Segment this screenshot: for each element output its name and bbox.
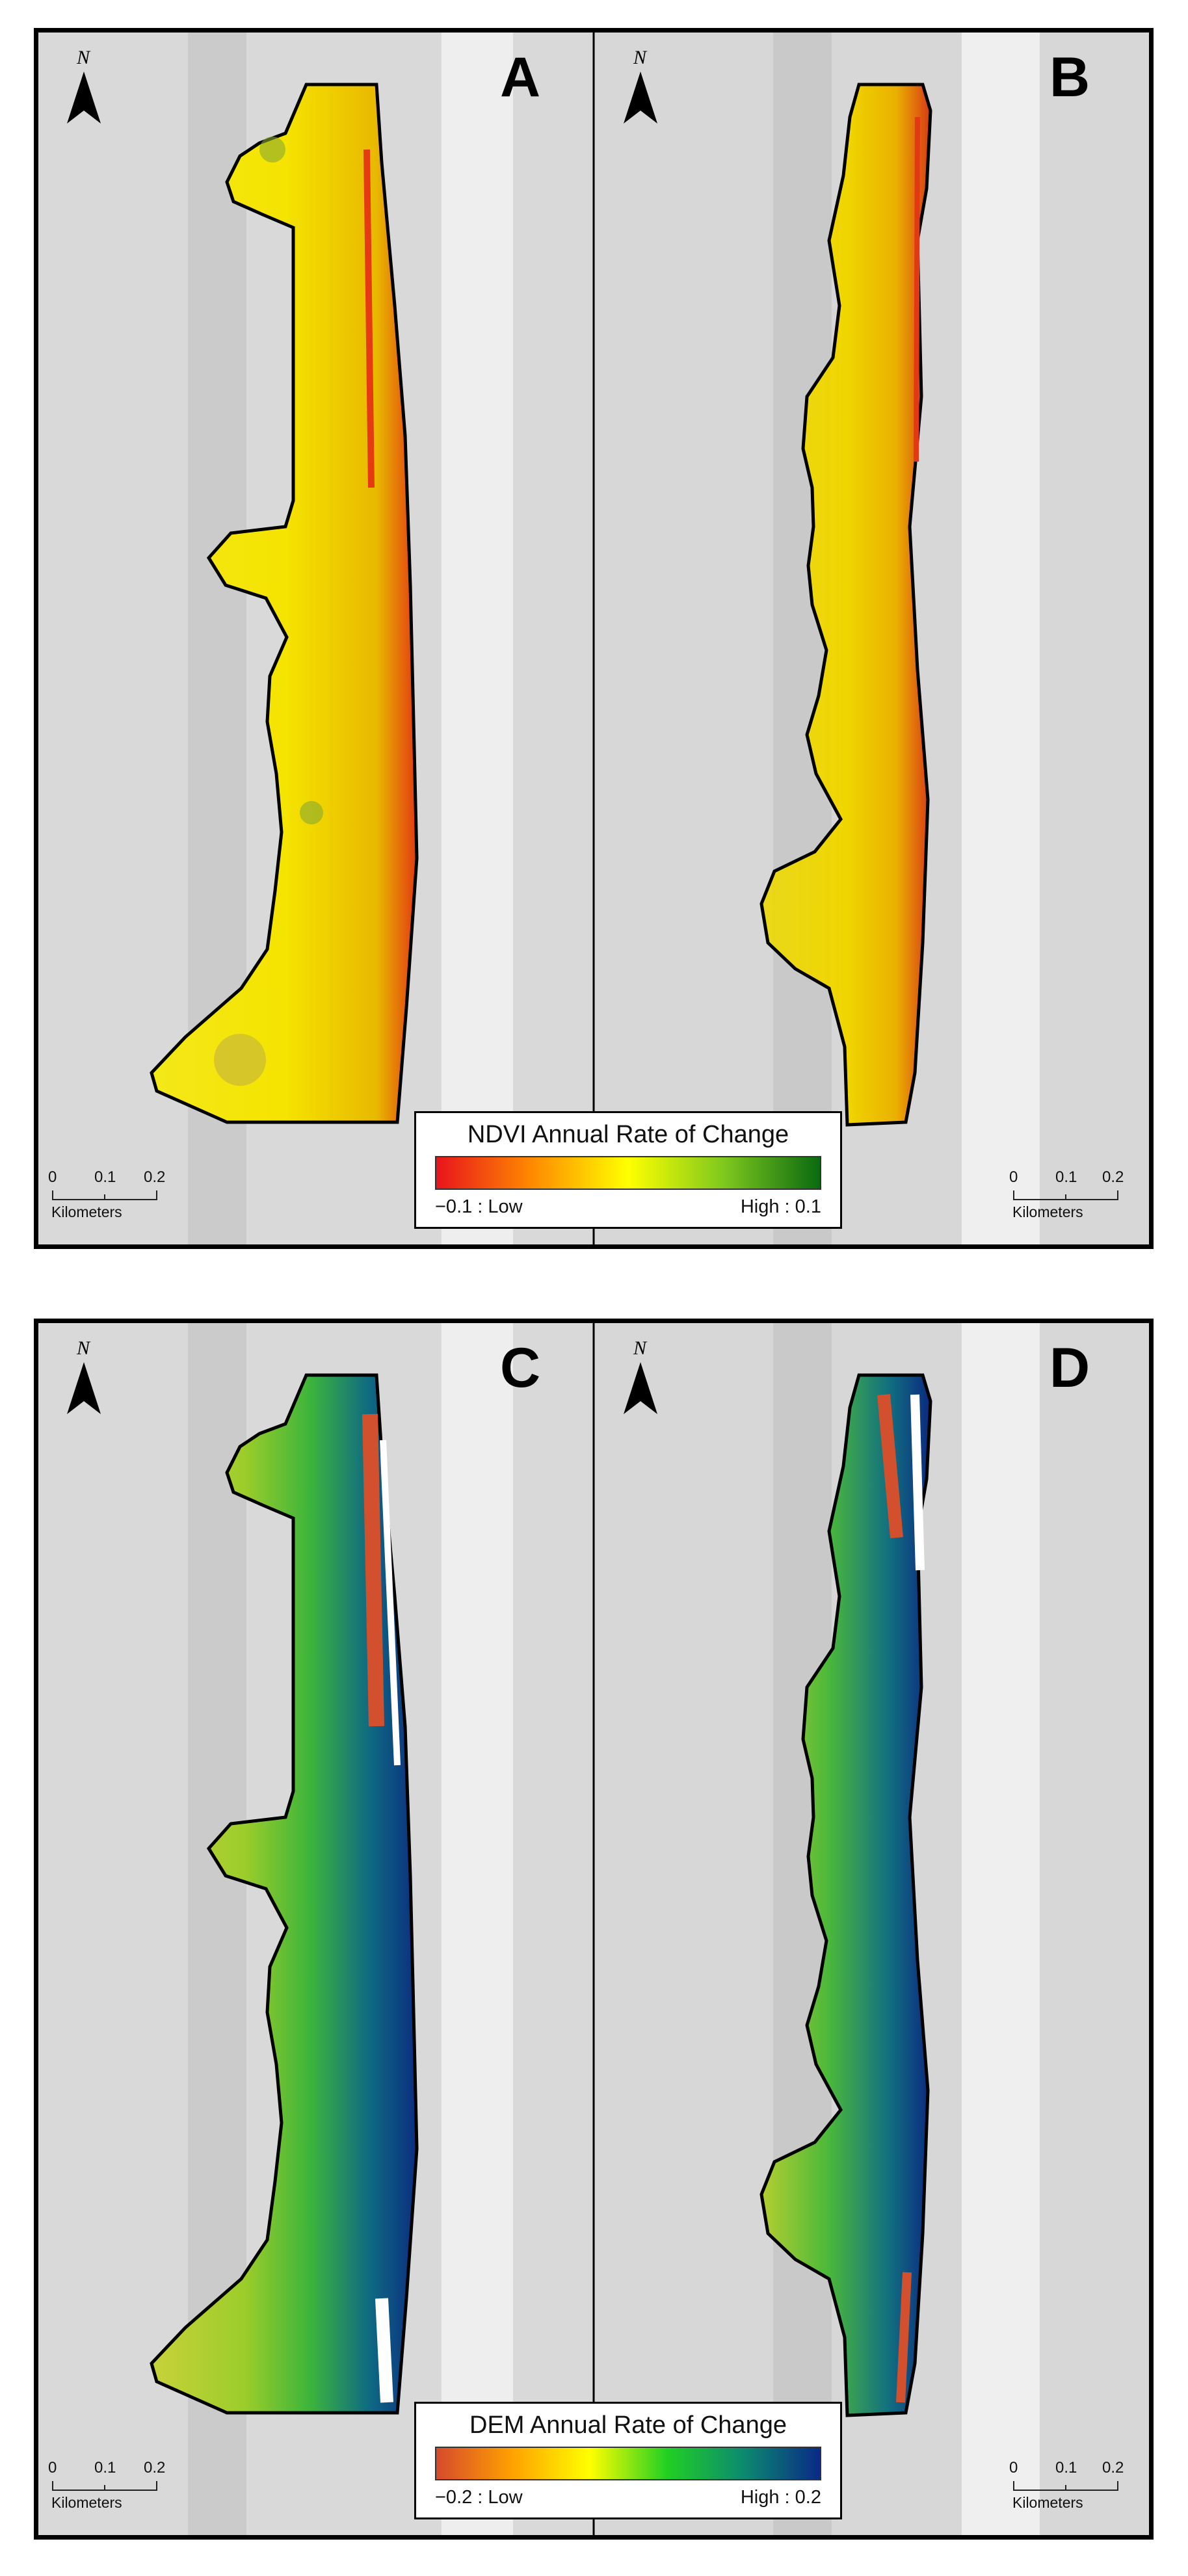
scale-bar-b: 0 0.1 0.2 Kilometers [1006, 1168, 1124, 1227]
legend-low-label: −0.2 : Low [435, 2487, 523, 2508]
scale-tick: 0.1 [94, 1168, 116, 1186]
scale-tick: 0 [48, 2459, 57, 2477]
erosion-band-c [362, 1413, 384, 1727]
panel-label-a: A [500, 46, 541, 109]
north-arrow-d: N [617, 1337, 663, 1421]
no-data-strip-d [910, 1394, 925, 1571]
scale-unit: Kilometers [1012, 2494, 1083, 2511]
scale-bar-c: 0 0.1 0.2 Kilometers [45, 2459, 165, 2517]
north-arrow-b: N [617, 47, 663, 130]
dem-figure: N N C D DEM Annual Rate of Change −0.2 :… [34, 1319, 1154, 2540]
scale-tick: 0.2 [144, 2459, 166, 2477]
north-label: N [76, 47, 90, 68]
vegetation-patch [214, 1034, 266, 1086]
scale-unit: Kilometers [51, 1203, 122, 1220]
erosion-band-d [877, 1394, 903, 1538]
vegetation-patch [300, 801, 323, 824]
red-dune-band-b [914, 116, 920, 462]
north-arrow-a: N [60, 47, 106, 130]
legend-high-label: High : 0.1 [740, 1196, 821, 1217]
legend-title: NDVI Annual Rate of Change [467, 1121, 789, 1148]
north-arrow-c: N [60, 1337, 106, 1421]
scale-unit: Kilometers [51, 2494, 122, 2511]
vegetation-patch [259, 137, 285, 163]
scale-tick: 0 [48, 1168, 57, 1186]
panel-label-c: C [500, 1337, 541, 1399]
scale-tick: 0 [1009, 1168, 1018, 1186]
scale-tick: 0 [1009, 2459, 1018, 2477]
no-data-strip-c [375, 2298, 393, 2403]
legend-title: DEM Annual Rate of Change [469, 2412, 787, 2439]
north-label: N [633, 1337, 646, 1359]
legend-color-ramp [435, 2447, 821, 2480]
dem-legend: DEM Annual Rate of Change −0.2 : Low Hig… [414, 2402, 842, 2519]
ndvi-figure: N N A B NDVI Annual Rate of Change −0.1 … [34, 28, 1154, 1249]
ndvi-legend: NDVI Annual Rate of Change −0.1 : Low Hi… [414, 1111, 842, 1229]
beach-right [962, 33, 1040, 1244]
erosion-band-d [896, 2272, 912, 2403]
study-area-c [150, 1373, 419, 2415]
scale-tick: 0.2 [144, 1168, 166, 1186]
scale-tick: 0.1 [1055, 1168, 1077, 1186]
scale-tick: 0.2 [1102, 1168, 1124, 1186]
study-area-a [150, 83, 419, 1124]
ndvi-map [38, 33, 1149, 1244]
scale-unit: Kilometers [1012, 1203, 1083, 1220]
study-area-d [759, 1373, 932, 2417]
beach-right [962, 1323, 1040, 2535]
legend-high-label: High : 0.2 [740, 2487, 821, 2508]
legend-low-label: −0.1 : Low [435, 1196, 523, 1217]
north-label: N [633, 47, 646, 68]
no-data-strip-c [380, 1439, 401, 1766]
beach-left [442, 33, 513, 1244]
scale-tick: 0.2 [1102, 2459, 1124, 2477]
scale-tick: 0.1 [94, 2459, 116, 2477]
red-dune-band-a [363, 149, 375, 488]
panel-label-d: D [1049, 1337, 1090, 1399]
north-label: N [76, 1337, 90, 1359]
scale-bar-a: 0 0.1 0.2 Kilometers [45, 1168, 165, 1227]
scale-tick: 0.1 [1055, 2459, 1077, 2477]
panel-label-b: B [1049, 46, 1090, 109]
scale-bar-d: 0 0.1 0.2 Kilometers [1006, 2459, 1124, 2517]
beach-left [442, 1323, 513, 2535]
legend-color-ramp [435, 1156, 821, 1190]
dem-map [38, 1323, 1149, 2535]
study-area-b [759, 83, 932, 1127]
